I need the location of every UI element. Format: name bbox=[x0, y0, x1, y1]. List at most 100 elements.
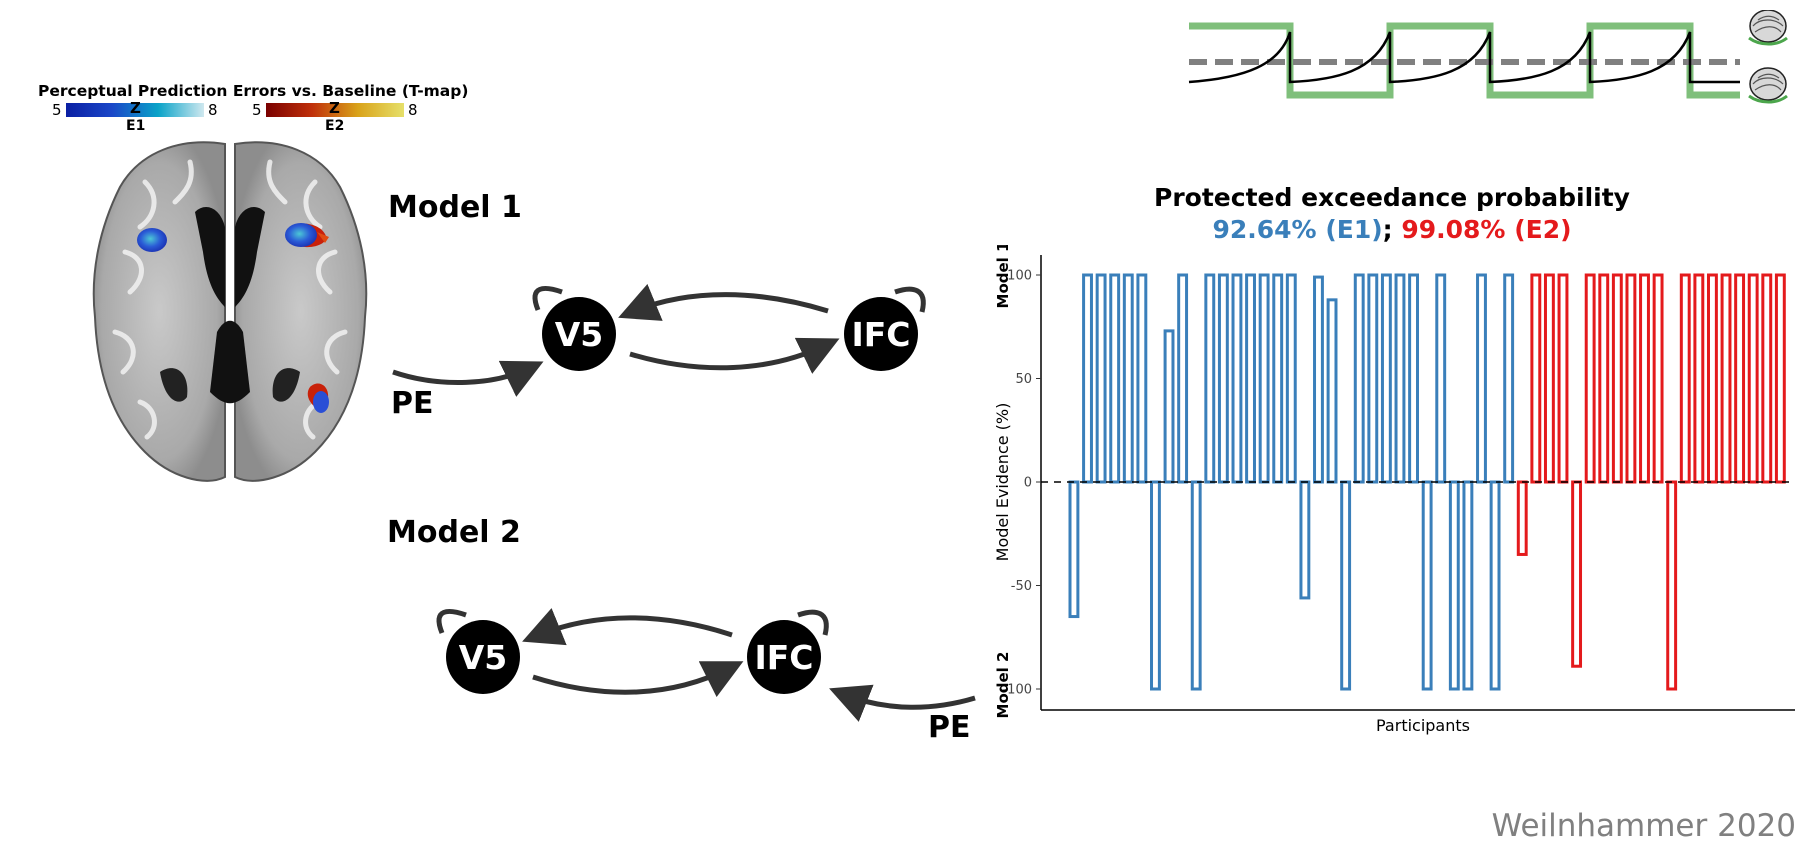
colorbar-e1-min: 5 bbox=[52, 101, 62, 119]
bar-e2 bbox=[1584, 273, 1596, 484]
bar-e1 bbox=[1380, 273, 1392, 484]
y-axis: 100 50 0 -50 -100 bbox=[1002, 255, 1795, 711]
subtitle-e2: 99.08% (E2) bbox=[1401, 215, 1572, 244]
bar-e2 bbox=[1557, 273, 1569, 484]
y-tick-label: -50 bbox=[1011, 579, 1032, 594]
bar-e1 bbox=[1408, 273, 1420, 484]
bar-e1 bbox=[1136, 273, 1148, 484]
model-evidence-chart: 100 50 0 -50 -100 Model 1 Model 2 Model Evid… bbox=[993, 245, 1795, 735]
bar-e1 bbox=[1448, 480, 1460, 691]
bar-e1 bbox=[1095, 273, 1107, 484]
bar-e1 bbox=[1489, 480, 1501, 691]
bar-e1 bbox=[1476, 273, 1487, 484]
y-tick-label: 100 bbox=[1007, 269, 1032, 284]
colorbar-e2-z-label: Z bbox=[329, 99, 340, 117]
model2-v5-self-loop bbox=[436, 608, 467, 634]
bar-e2 bbox=[1734, 273, 1746, 484]
colorbar-e1-name: E1 bbox=[126, 118, 146, 134]
model2-pe-label: PE bbox=[928, 710, 971, 745]
bar-e1 bbox=[1258, 273, 1270, 484]
prediction-trace bbox=[1188, 31, 1740, 84]
bar-e2 bbox=[1639, 273, 1650, 484]
bar-e1 bbox=[1082, 273, 1093, 484]
bar-e1 bbox=[1462, 480, 1474, 691]
brain-axial-slice bbox=[92, 141, 368, 482]
model2-ifc-to-v5-arrow bbox=[522, 608, 733, 646]
bar-e2 bbox=[1516, 480, 1528, 556]
model2-label: Model 2 bbox=[387, 515, 521, 550]
bar-e1 bbox=[1190, 480, 1202, 691]
bar-e2 bbox=[1598, 273, 1610, 484]
signal-schematic bbox=[1188, 10, 1788, 104]
bar-e1 bbox=[1326, 298, 1338, 484]
bar-e1 bbox=[1272, 273, 1284, 484]
bar-e1 bbox=[1299, 480, 1311, 600]
bar-e2 bbox=[1761, 273, 1773, 484]
bar-e1 bbox=[1394, 273, 1406, 484]
chart-subtitle: 92.64% (E1); 99.08% (E2) bbox=[1042, 215, 1742, 244]
bar-series bbox=[1041, 273, 1795, 691]
y-tick-label: 0 bbox=[1024, 476, 1032, 491]
x-axis-title: Participants bbox=[1376, 716, 1470, 735]
brain-map-title: Perceptual Prediction Errors vs. Baselin… bbox=[38, 82, 469, 100]
subtitle-e1: 92.64% (E1) bbox=[1212, 215, 1383, 244]
bar-e1 bbox=[1231, 273, 1243, 484]
bar-e2 bbox=[1720, 273, 1732, 484]
model2-ifc-self-loop bbox=[797, 609, 829, 636]
bar-e1 bbox=[1313, 275, 1324, 484]
top-brain-icon bbox=[1748, 10, 1788, 46]
model-connections bbox=[392, 283, 976, 722]
bottom-brain-icon bbox=[1748, 67, 1788, 104]
bar-e1 bbox=[1353, 273, 1365, 484]
y-tick-label: -100 bbox=[1002, 683, 1032, 698]
bar-e1 bbox=[1163, 329, 1175, 484]
bar-e2 bbox=[1625, 273, 1637, 484]
colorbar-e2-name: E2 bbox=[325, 118, 345, 134]
subtitle-separator: ; bbox=[1382, 215, 1393, 244]
colorbar-e2-max: 8 bbox=[408, 101, 418, 119]
bar-e2 bbox=[1693, 273, 1705, 484]
bar-e2 bbox=[1774, 273, 1786, 484]
bar-e2 bbox=[1530, 273, 1542, 484]
model2-node-v5: V5 bbox=[446, 620, 520, 694]
bar-e1 bbox=[1109, 273, 1121, 484]
model2-v5-to-ifc-arrow bbox=[532, 661, 744, 698]
y-tick-label: 50 bbox=[1015, 372, 1032, 387]
bar-e1 bbox=[1068, 480, 1080, 619]
bar-e2 bbox=[1611, 273, 1623, 484]
bar-e1 bbox=[1421, 480, 1433, 691]
model1-node-ifc: IFC bbox=[844, 297, 918, 371]
model1-pe-label: PE bbox=[391, 386, 434, 421]
axis-labels: Model 1 Model 2 Model Evidence (%) Parti… bbox=[993, 245, 1470, 735]
model2-node-ifc: IFC bbox=[747, 620, 821, 694]
bar-e1 bbox=[1367, 273, 1379, 484]
bar-e2 bbox=[1666, 480, 1678, 691]
bar-e2 bbox=[1571, 480, 1583, 668]
author-credit: Weilnhammer 2020 bbox=[1491, 808, 1796, 844]
bar-e2 bbox=[1652, 273, 1664, 484]
model1-ifc-self-loop bbox=[894, 286, 926, 313]
model1-v5-self-loop bbox=[532, 285, 563, 311]
bar-e1 bbox=[1503, 273, 1515, 484]
bar-e1 bbox=[1245, 273, 1256, 484]
bar-e1 bbox=[1150, 480, 1161, 691]
bar-e1 bbox=[1217, 273, 1229, 484]
model1-node-v5: V5 bbox=[542, 297, 616, 371]
bar-e1 bbox=[1177, 273, 1189, 484]
bar-e1 bbox=[1435, 273, 1447, 484]
bar-e2 bbox=[1706, 273, 1718, 484]
bar-e1 bbox=[1340, 480, 1352, 691]
bar-e2 bbox=[1679, 273, 1691, 484]
y-top-model-label: Model 1 bbox=[994, 245, 1012, 308]
bar-e2 bbox=[1747, 273, 1759, 484]
y-bottom-model-label: Model 2 bbox=[994, 652, 1012, 719]
chart-title: Protected exceedance probability bbox=[1154, 183, 1630, 212]
colorbar-e2-gradient bbox=[266, 103, 404, 117]
model1-pe-input-arrow bbox=[392, 360, 544, 397]
colorbar-e2-min: 5 bbox=[252, 101, 262, 119]
model2-pe-input-arrow bbox=[829, 684, 976, 722]
colorbar-e1-gradient bbox=[66, 103, 204, 117]
bar-e1 bbox=[1285, 273, 1297, 484]
bar-e2 bbox=[1543, 273, 1555, 484]
model1-v5-to-ifc-arrow bbox=[629, 337, 840, 374]
